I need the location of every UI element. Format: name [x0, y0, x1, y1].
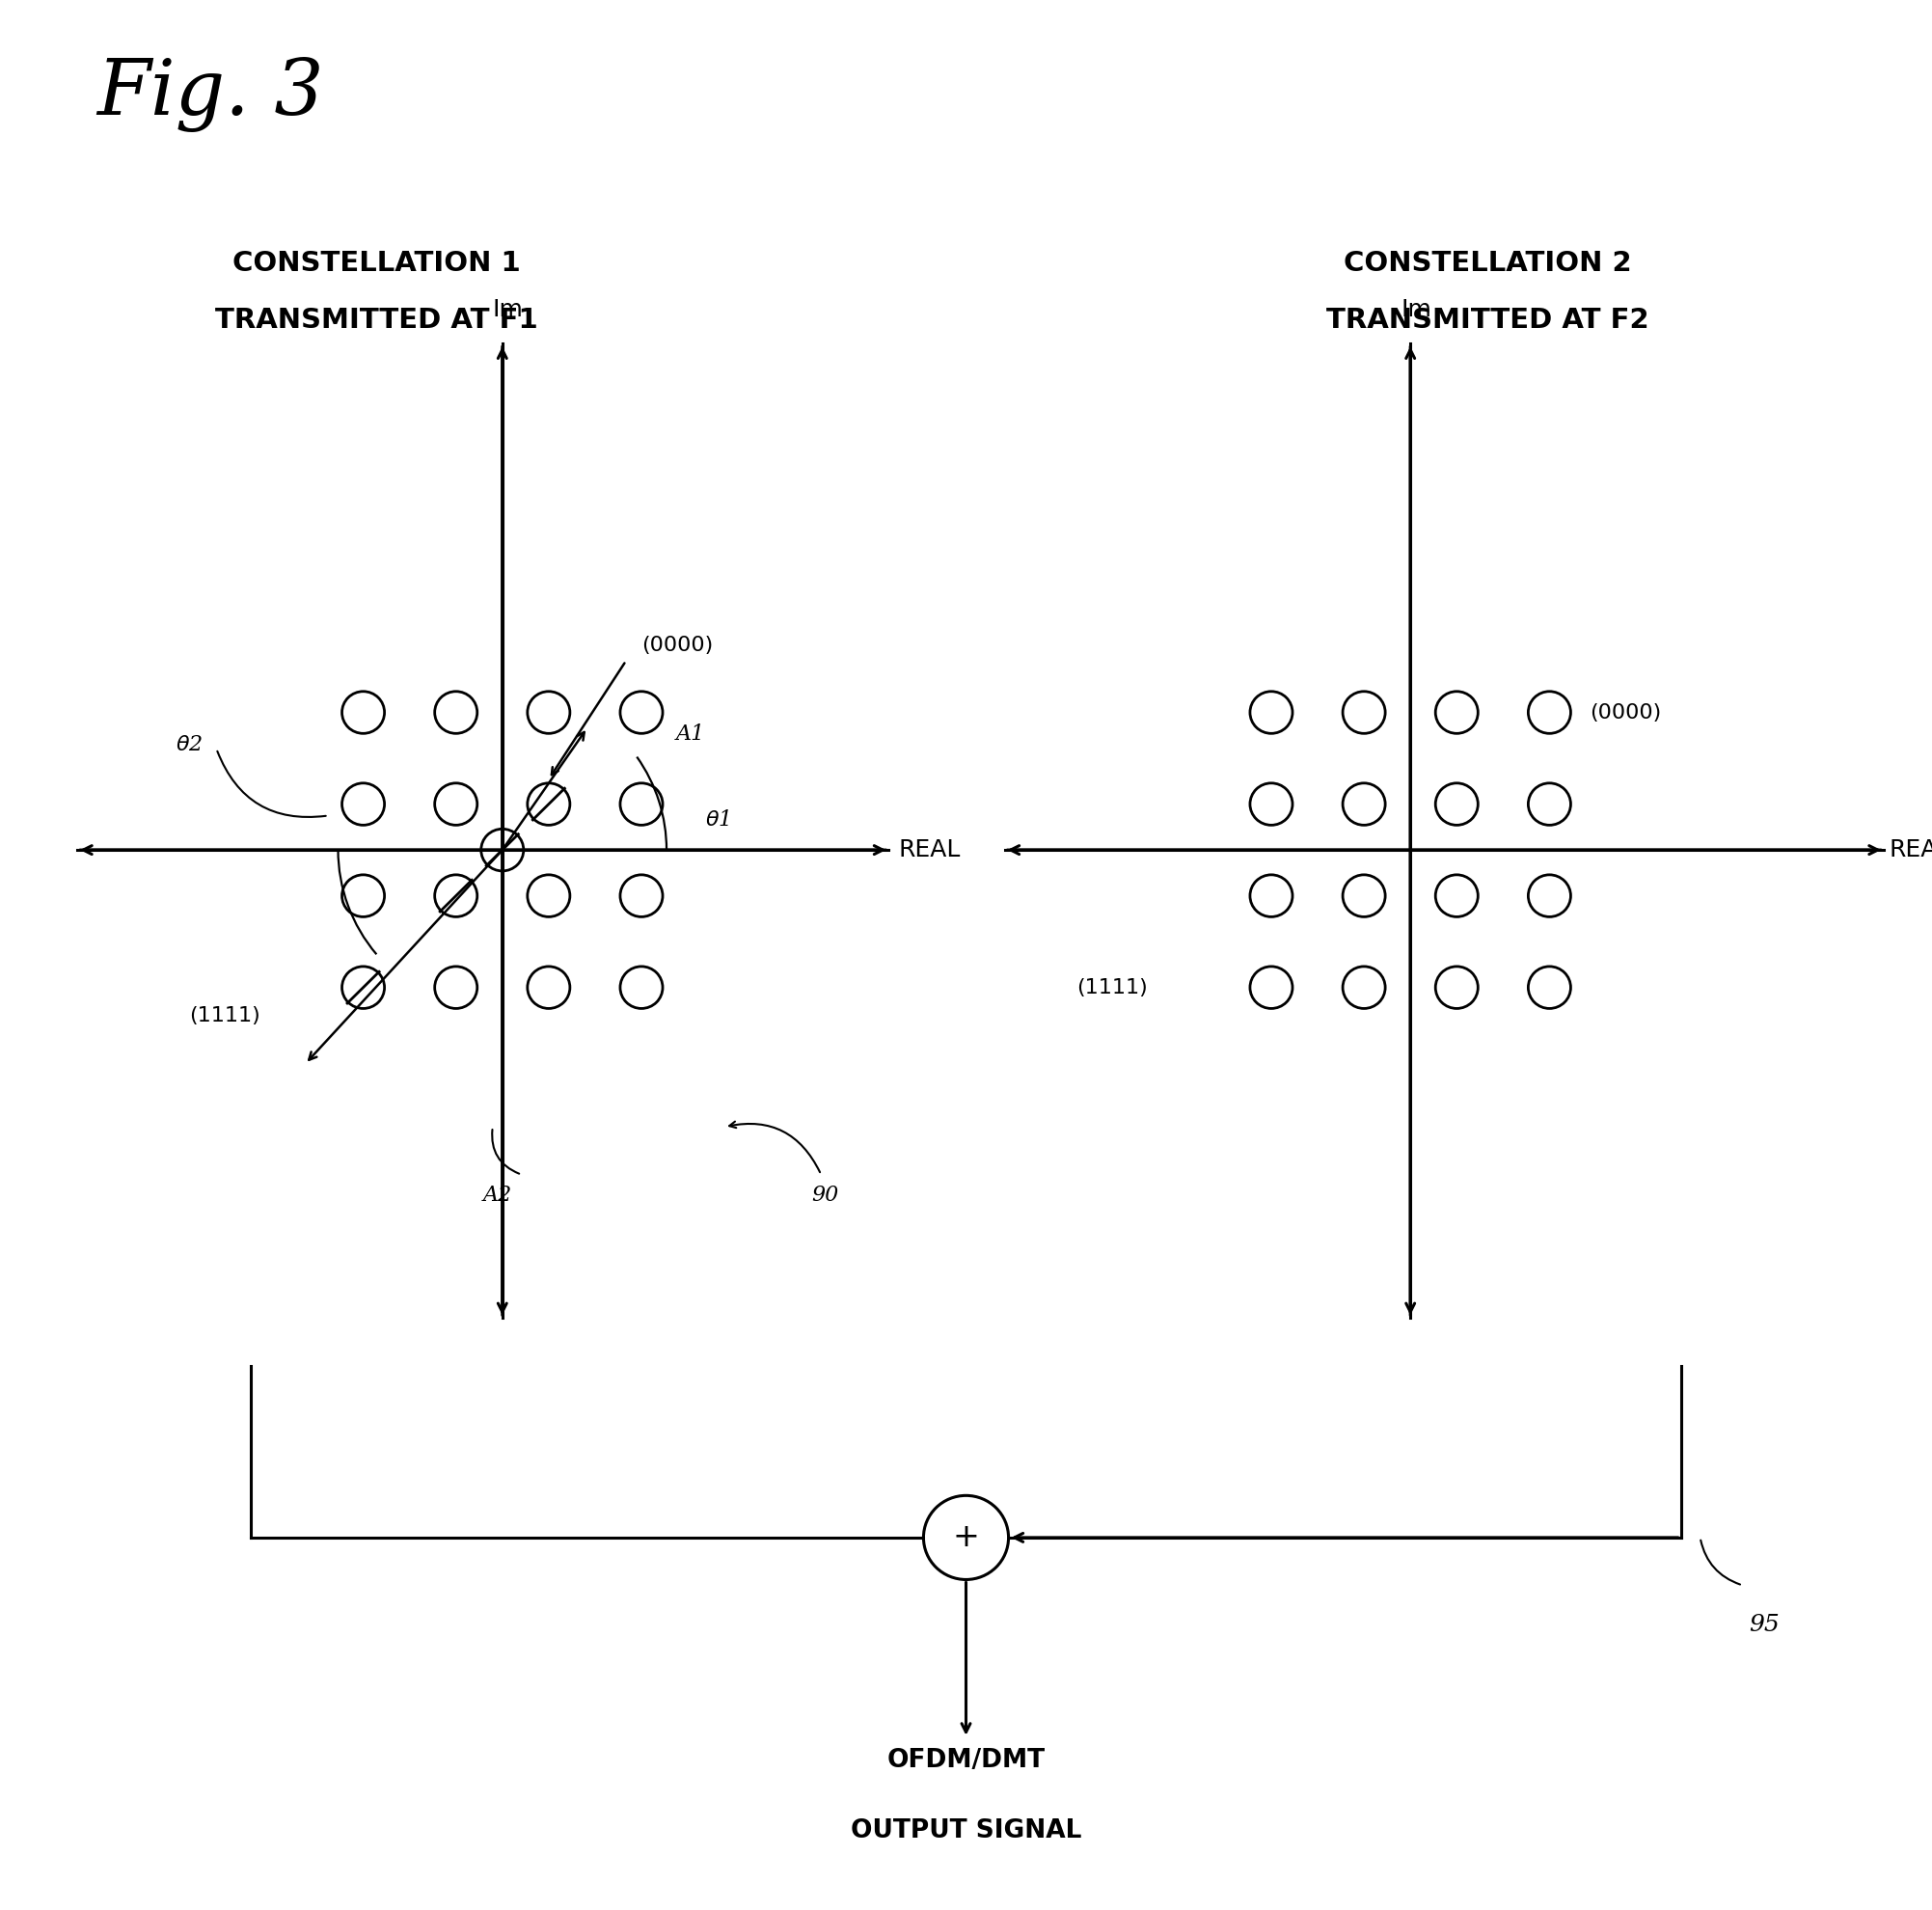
- Text: REAL: REAL: [898, 838, 960, 861]
- Text: A1: A1: [676, 724, 705, 745]
- Text: TRANSMITTED AT F2: TRANSMITTED AT F2: [1325, 308, 1650, 334]
- Text: A2: A2: [483, 1184, 512, 1205]
- Text: (0000): (0000): [1590, 703, 1662, 722]
- Text: TRANSMITTED AT F1: TRANSMITTED AT F1: [214, 308, 539, 334]
- Text: +: +: [952, 1522, 980, 1553]
- Text: (1111): (1111): [1076, 978, 1148, 997]
- Text: $\theta$2: $\theta$2: [176, 733, 203, 756]
- Text: Im: Im: [493, 298, 524, 321]
- Text: 90: 90: [811, 1184, 838, 1205]
- Text: Fig. 3: Fig. 3: [97, 57, 325, 132]
- Text: REAL: REAL: [1889, 838, 1932, 861]
- Text: Im: Im: [1401, 298, 1432, 321]
- Text: (1111): (1111): [189, 1007, 261, 1026]
- Text: $\theta$1: $\theta$1: [705, 810, 730, 831]
- Text: CONSTELLATION 2: CONSTELLATION 2: [1343, 250, 1633, 277]
- Text: 95: 95: [1748, 1614, 1779, 1637]
- Text: (0000): (0000): [641, 636, 713, 655]
- Text: OUTPUT SIGNAL: OUTPUT SIGNAL: [850, 1818, 1082, 1843]
- Text: OFDM/DMT: OFDM/DMT: [887, 1748, 1045, 1772]
- Text: CONSTELLATION 1: CONSTELLATION 1: [232, 250, 522, 277]
